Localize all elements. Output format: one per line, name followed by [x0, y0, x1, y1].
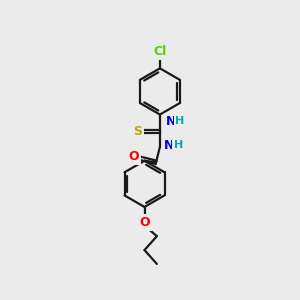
- Text: O: O: [128, 150, 139, 164]
- Text: H: H: [174, 140, 183, 150]
- Text: Cl: Cl: [153, 45, 167, 58]
- Text: O: O: [139, 216, 150, 229]
- Text: H: H: [175, 116, 184, 127]
- Text: N: N: [164, 139, 174, 152]
- Text: S: S: [133, 125, 142, 138]
- Text: N: N: [166, 115, 176, 128]
